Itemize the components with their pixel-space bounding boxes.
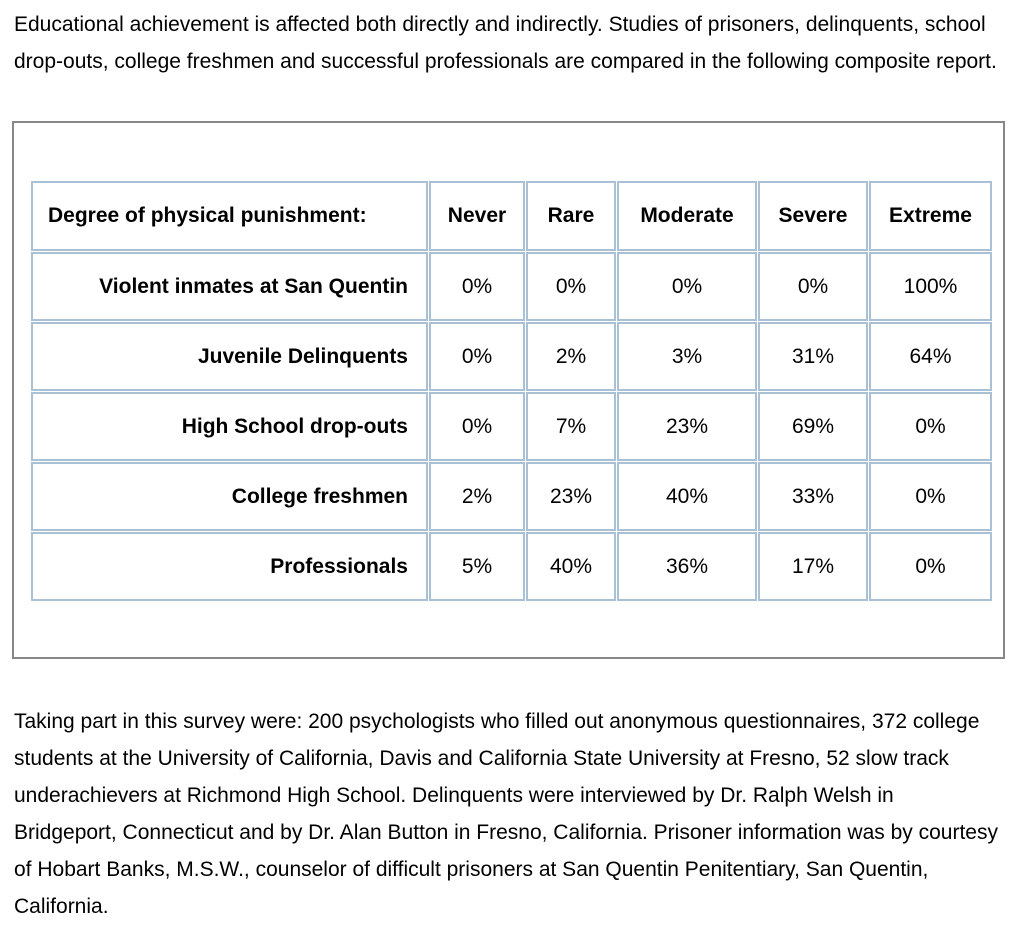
- row-label: Professionals: [31, 532, 428, 601]
- value-cell: 0%: [526, 252, 616, 321]
- punishment-report-table: Degree of physical punishment: Never Rar…: [30, 180, 993, 602]
- value-cell: 0%: [869, 532, 992, 601]
- column-header-degree-of-punishment: Degree of physical punishment:: [31, 181, 428, 251]
- column-header-never: Never: [429, 181, 525, 251]
- column-header-moderate: Moderate: [617, 181, 757, 251]
- value-cell: 5%: [429, 532, 525, 601]
- table-row: Professionals 5% 40% 36% 17% 0%: [31, 532, 992, 601]
- survey-footnote-paragraph: Taking part in this survey were: 200 psy…: [14, 710, 998, 918]
- column-header-extreme: Extreme: [869, 181, 992, 251]
- row-label: High School drop-outs: [31, 392, 428, 461]
- value-cell: 0%: [869, 392, 992, 461]
- value-cell: 0%: [617, 252, 757, 321]
- row-label: Violent inmates at San Quentin: [31, 252, 428, 321]
- value-cell: 23%: [526, 462, 616, 531]
- value-cell: 40%: [526, 532, 616, 601]
- value-cell: 100%: [869, 252, 992, 321]
- value-cell: 0%: [429, 322, 525, 391]
- table-row: High School drop-outs 0% 7% 23% 69% 0%: [31, 392, 992, 461]
- value-cell: 23%: [617, 392, 757, 461]
- value-cell: 0%: [429, 392, 525, 461]
- value-cell: 0%: [758, 252, 868, 321]
- value-cell: 40%: [617, 462, 757, 531]
- value-cell: 3%: [617, 322, 757, 391]
- value-cell: 2%: [526, 322, 616, 391]
- table-row: College freshmen 2% 23% 40% 33% 0%: [31, 462, 992, 531]
- table-row: Violent inmates at San Quentin 0% 0% 0% 0% 10…: [31, 252, 992, 321]
- intro-paragraph: Educational achievement is affected both…: [14, 13, 997, 73]
- column-header-rare: Rare: [526, 181, 616, 251]
- table-header-row: Degree of physical punishment: Never Rar…: [31, 181, 992, 251]
- column-header-severe: Severe: [758, 181, 868, 251]
- value-cell: 0%: [869, 462, 992, 531]
- value-cell: 36%: [617, 532, 757, 601]
- row-label: Juvenile Delinquents: [31, 322, 428, 391]
- value-cell: 64%: [869, 322, 992, 391]
- row-label: College freshmen: [31, 462, 428, 531]
- value-cell: 69%: [758, 392, 868, 461]
- value-cell: 0%: [429, 252, 525, 321]
- value-cell: 17%: [758, 532, 868, 601]
- table-row: Juvenile Delinquents 0% 2% 3% 31% 64%: [31, 322, 992, 391]
- value-cell: 7%: [526, 392, 616, 461]
- table-body: Violent inmates at San Quentin 0% 0% 0% 0% 10…: [31, 252, 992, 601]
- value-cell: 31%: [758, 322, 868, 391]
- value-cell: 2%: [429, 462, 525, 531]
- report-frame: Degree of physical punishment: Never Rar…: [12, 121, 1005, 659]
- value-cell: 33%: [758, 462, 868, 531]
